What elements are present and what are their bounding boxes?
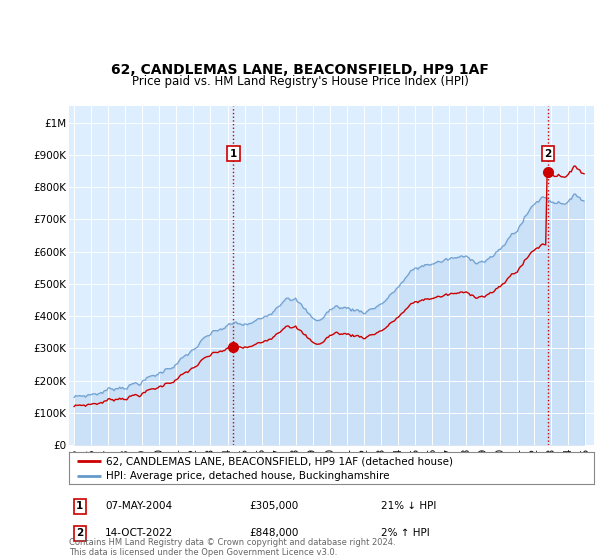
Text: 2: 2 (544, 149, 551, 159)
Text: Price paid vs. HM Land Registry's House Price Index (HPI): Price paid vs. HM Land Registry's House … (131, 74, 469, 88)
Text: 1: 1 (230, 149, 237, 159)
Text: £848,000: £848,000 (249, 528, 298, 538)
Text: Contains HM Land Registry data © Crown copyright and database right 2024.
This d: Contains HM Land Registry data © Crown c… (69, 538, 395, 557)
Text: £305,000: £305,000 (249, 501, 298, 511)
Text: 2: 2 (76, 528, 83, 538)
Text: 2% ↑ HPI: 2% ↑ HPI (381, 528, 430, 538)
Text: 1: 1 (76, 501, 83, 511)
Text: 21% ↓ HPI: 21% ↓ HPI (381, 501, 436, 511)
Text: HPI: Average price, detached house, Buckinghamshire: HPI: Average price, detached house, Buck… (106, 471, 389, 481)
Text: 62, CANDLEMAS LANE, BEACONSFIELD, HP9 1AF (detached house): 62, CANDLEMAS LANE, BEACONSFIELD, HP9 1A… (106, 456, 453, 466)
Text: 07-MAY-2004: 07-MAY-2004 (105, 501, 172, 511)
Text: 62, CANDLEMAS LANE, BEACONSFIELD, HP9 1AF: 62, CANDLEMAS LANE, BEACONSFIELD, HP9 1A… (111, 63, 489, 77)
Text: 14-OCT-2022: 14-OCT-2022 (105, 528, 173, 538)
